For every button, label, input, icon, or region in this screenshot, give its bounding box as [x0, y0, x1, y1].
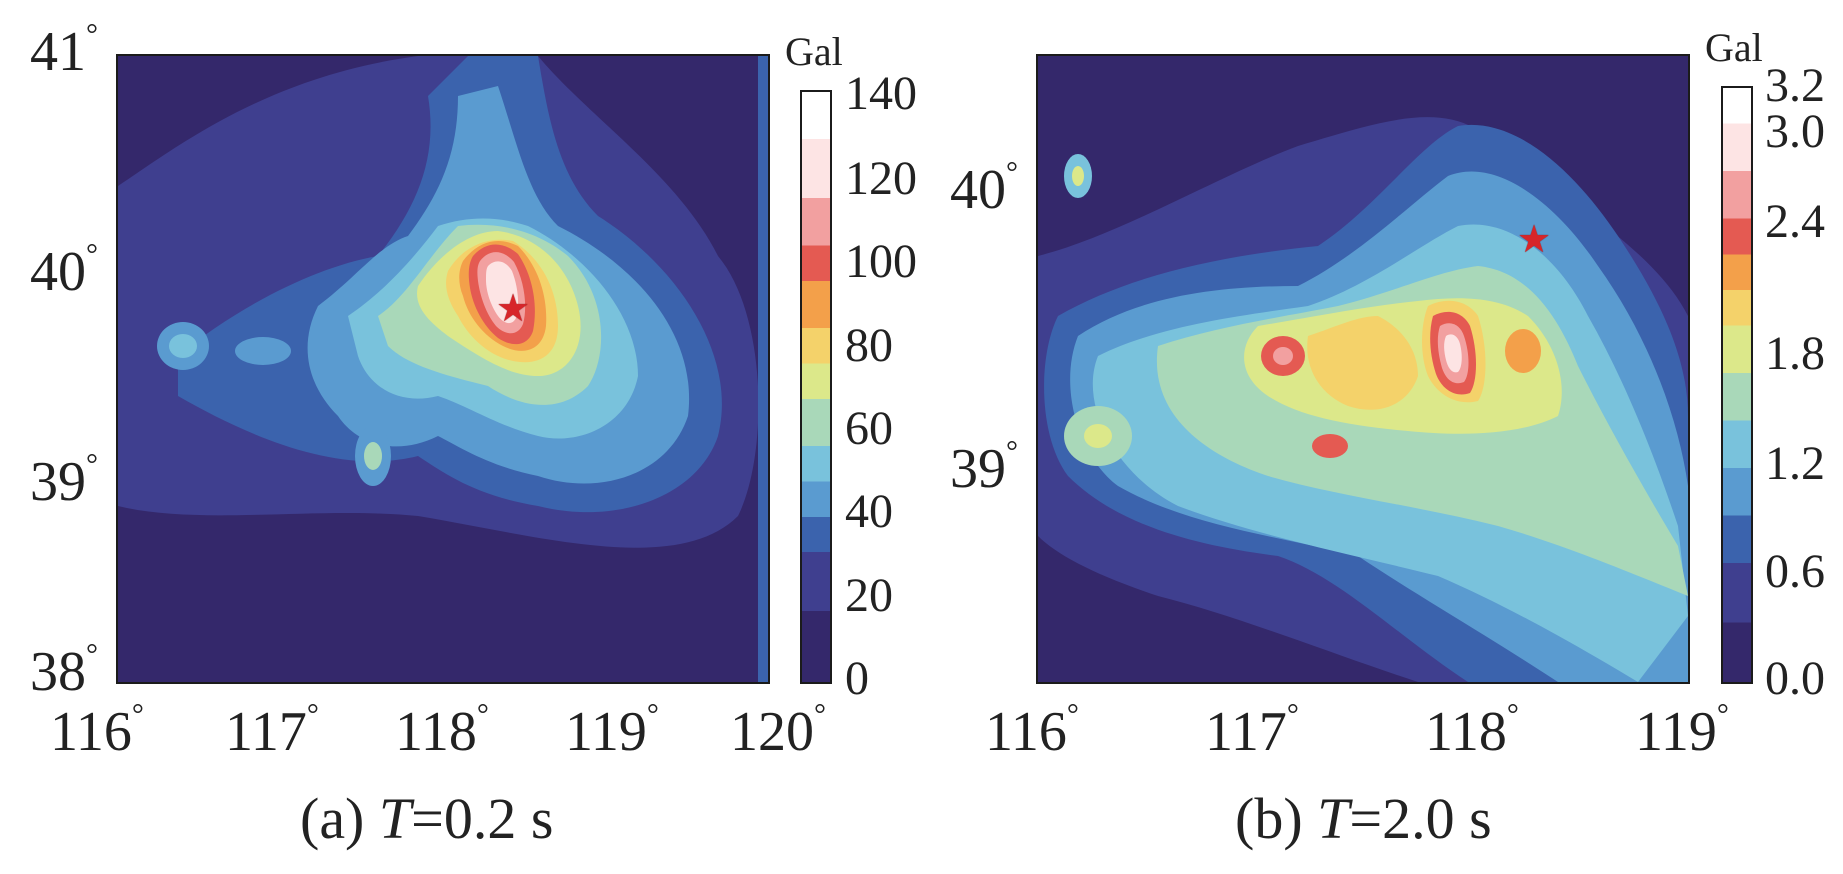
caption-b: (b) T=2.0 s	[1235, 786, 1492, 851]
epicenter-star-a: ★	[495, 288, 531, 331]
x-tick-116b: 116°	[985, 698, 1079, 763]
colorbar-label-3.2: 3.2	[1765, 59, 1825, 112]
x-tick-119: 119°	[565, 698, 659, 763]
colorbar-unit-b: Gal	[1705, 25, 1763, 70]
colorbar-label-60: 60	[845, 402, 893, 455]
colorbar-unit-a: Gal	[785, 29, 843, 74]
epicenter-star-b: ★	[1516, 219, 1552, 262]
colorbar-label-40: 40	[845, 485, 893, 538]
y-tick-39b: 39°	[950, 435, 1018, 500]
x-tick-116: 116°	[50, 698, 144, 763]
caption-a: (a) T=0.2 s	[300, 786, 554, 851]
colorbar-label-1.2: 1.2	[1765, 437, 1825, 490]
contour-map-b	[1038, 56, 1688, 682]
y-tick-41: 41°	[30, 18, 98, 83]
colorbar-label-0: 0	[845, 652, 869, 705]
y-tick-39: 39°	[30, 448, 98, 513]
colorbar-label-3.0: 3.0	[1765, 105, 1825, 158]
colorbar-label-1.8: 1.8	[1765, 327, 1825, 380]
colorbar-label-2.4: 2.4	[1765, 195, 1825, 248]
colorbar-label-120: 120	[845, 152, 917, 205]
x-tick-117: 117°	[225, 698, 319, 763]
colorbar-b	[1721, 86, 1753, 684]
x-tick-119b: 119°	[1635, 698, 1729, 763]
x-tick-117b: 117°	[1205, 698, 1299, 763]
y-tick-40b: 40°	[950, 156, 1018, 221]
x-tick-118b: 118°	[1425, 698, 1519, 763]
y-tick-38: 38°	[30, 638, 98, 703]
colorbar-label-80: 80	[845, 319, 893, 372]
x-tick-118: 118°	[395, 698, 489, 763]
colorbar-label-0.6: 0.6	[1765, 545, 1825, 598]
y-tick-40: 40°	[30, 238, 98, 303]
contour-map-a	[118, 56, 768, 682]
colorbar-label-140: 140	[845, 67, 917, 120]
colorbar-label-100: 100	[845, 235, 917, 288]
map-b: ★	[1036, 54, 1690, 684]
colorbar-a	[800, 90, 832, 684]
x-tick-120: 120°	[730, 698, 826, 763]
colorbar-label-0.0: 0.0	[1765, 652, 1825, 705]
colorbar-label-20: 20	[845, 569, 893, 622]
map-a: ★	[116, 54, 770, 684]
